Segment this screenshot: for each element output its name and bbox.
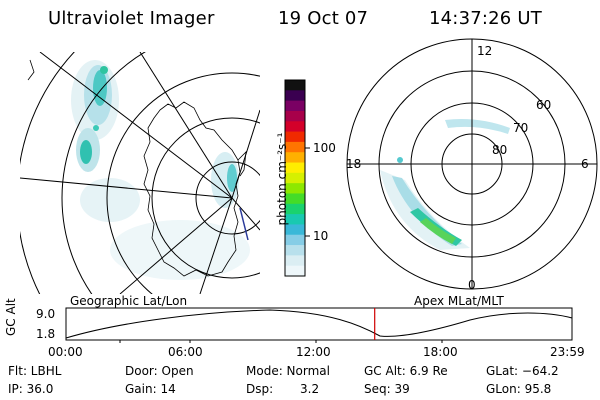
- mlt-label-0: 0: [468, 278, 476, 292]
- colorbar-swatch: [285, 245, 305, 256]
- mlt-label-18: 18: [346, 157, 362, 171]
- colorbar-swatch: [285, 121, 305, 133]
- colorbar-swatch: [285, 265, 305, 277]
- colorbar-swatch: [285, 183, 305, 195]
- colorbar-swatch: [285, 203, 305, 215]
- colorbar-swatch: [285, 193, 305, 205]
- aurora-emission: [71, 60, 250, 280]
- colorbar-swatch: [285, 141, 305, 153]
- colorbar-swatch: [285, 152, 305, 164]
- colorbar-swatch: [285, 234, 305, 246]
- timeline-left-title: Geographic Lat/Lon: [70, 294, 188, 308]
- lat-label-70: 70: [513, 121, 529, 135]
- ip-label: IP: 36.0: [8, 382, 54, 396]
- dsp-value: 3.2: [300, 382, 320, 396]
- gain-label: Gain: 14: [125, 382, 176, 396]
- colorbar-swatch: [285, 110, 305, 122]
- geo-longitude-label: GLon: 95.8: [486, 382, 552, 396]
- time-label: 14:37:26 UT: [429, 8, 542, 29]
- geographic-map: [20, 52, 260, 294]
- colorbar-swatch: [285, 224, 305, 236]
- timeline-right-title: Apex MLat/MLT: [414, 294, 504, 308]
- date-label: 19 Oct 07: [278, 8, 369, 29]
- mlt-label-6: 6: [581, 157, 589, 171]
- timeline-y-tick-1-8: 1.8: [36, 327, 56, 341]
- colorbar-swatch: [285, 100, 305, 112]
- colorbar-tick-10: 10: [313, 229, 329, 243]
- timeline-x-tick-0600: 06:00: [168, 345, 203, 359]
- mode-label: Mode: Normal: [246, 364, 330, 378]
- colorbar-swatch: [285, 90, 305, 102]
- colorbar-swatch: [285, 255, 305, 267]
- mlt-label-12: 12: [477, 44, 493, 58]
- geo-latitude-label: GLat: −64.2: [486, 364, 559, 378]
- sequence-label: Seq: 39: [364, 382, 410, 396]
- timeline-x-tick-1800: 18:00: [423, 345, 458, 359]
- colorbar-swatch: [285, 131, 305, 143]
- timeline-y-axis-label: GC Alt: [4, 298, 18, 336]
- colorbar-swatch: [285, 80, 305, 91]
- lat-label-80: 80: [492, 143, 508, 157]
- gc-altitude-label: GC Alt: 6.9 Re: [364, 364, 448, 378]
- instrument-title: Ultraviolet Imager: [48, 8, 215, 29]
- dsp-label: Dsp:: [246, 382, 274, 396]
- colorbar-swatch: [285, 214, 305, 226]
- color-scale-bar: [285, 80, 305, 277]
- timeline-x-tick-1200: 12:00: [296, 345, 331, 359]
- colorbar-frame: [284, 79, 306, 277]
- door-label: Door: Open: [125, 364, 194, 378]
- colorbar-swatch: [285, 162, 305, 174]
- colorbar-swatch: [285, 172, 305, 184]
- filter-label: Flt: LBHL: [8, 364, 62, 378]
- lat-label-60: 60: [536, 98, 552, 112]
- timeline-x-tick-0000: 00:00: [48, 345, 83, 359]
- timeline-y-tick-9: 9.0: [36, 307, 56, 321]
- timeline-x-tick-2359: 23:59: [550, 345, 585, 359]
- polar-mlt-plot: [346, 38, 598, 290]
- colorbar-unit-label: photon cm⁻²s⁻¹: [275, 132, 289, 226]
- colorbar-tick-100: 100: [313, 141, 336, 155]
- altitude-timeline: [65, 307, 573, 343]
